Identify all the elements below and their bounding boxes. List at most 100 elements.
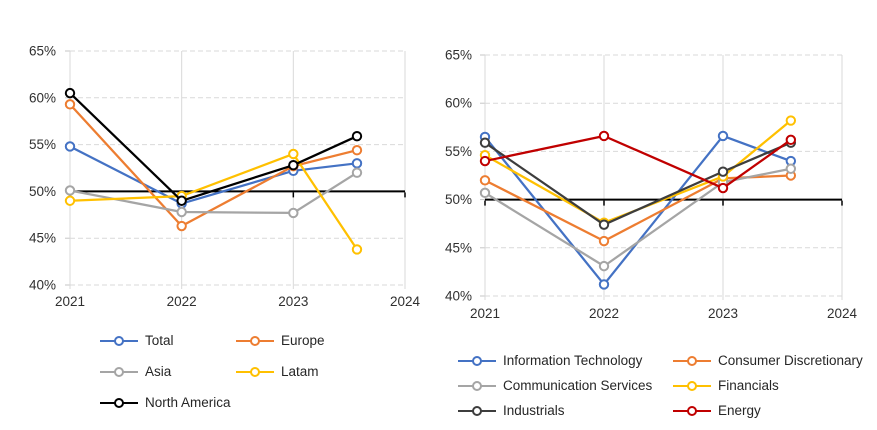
series-line <box>484 174 791 243</box>
legend-item-consumer-discretionary: Consumer Discretionary <box>673 353 863 368</box>
y-tick-label: 55% <box>445 144 472 159</box>
series-line <box>484 134 792 190</box>
chart-by-sector: 65% 60% 55% 50% 45% 40% 2021 2022 2023 2024 <box>445 48 858 322</box>
legend-item-latam: Latam <box>236 364 325 379</box>
data-point-marker <box>64 141 76 152</box>
y-tick-label: 45% <box>29 231 56 246</box>
data-point-marker <box>351 244 363 255</box>
legend-line-marker-icon <box>100 397 138 409</box>
data-point-marker <box>176 195 187 206</box>
x-tick-label: 2023 <box>278 294 308 309</box>
legend-item-industrials: Industrials <box>458 403 673 418</box>
data-point-marker <box>785 163 797 174</box>
legend-line-marker-icon <box>100 335 138 347</box>
data-point-marker <box>288 207 299 219</box>
data-point-marker <box>598 219 610 230</box>
legend-item-information-technology: Information Technology <box>458 353 673 368</box>
chart-by-region: 65% 60% 55% 50% 45% 40%2021 2022 2023 2024 <box>29 44 421 310</box>
data-point-marker <box>479 187 491 199</box>
data-point-marker <box>717 166 729 177</box>
data-point-marker <box>717 182 729 194</box>
legend-item-europe: Europe <box>236 333 325 348</box>
y-tick-label: 50% <box>29 184 56 199</box>
legend-item-total: Total <box>100 333 236 348</box>
series-line <box>69 152 358 251</box>
legend-label: Industrials <box>503 403 565 418</box>
legend-line-marker-icon <box>673 405 711 417</box>
series-line <box>69 145 358 205</box>
data-point-marker <box>598 130 610 142</box>
legend-label: Asia <box>145 364 172 379</box>
x-tick-label: 2021 <box>55 294 85 309</box>
legend-line-marker-icon <box>236 366 274 378</box>
legend-label: Consumer Discretionary <box>718 353 863 368</box>
data-point-marker <box>351 167 363 178</box>
y-tick-label: 55% <box>29 137 56 152</box>
legend-label: Total <box>145 333 174 348</box>
data-point-marker <box>64 185 76 196</box>
data-point-marker <box>288 148 299 160</box>
legend-line-marker-icon <box>100 366 138 378</box>
legend-line-marker-icon <box>458 405 496 417</box>
data-point-marker <box>598 235 610 247</box>
legend-label: Communication Services <box>503 378 653 393</box>
x-tick-label: 2023 <box>708 306 738 321</box>
data-point-marker <box>288 159 299 171</box>
x-tick-label: 2021 <box>470 306 500 321</box>
series-line <box>69 92 358 202</box>
legend-item-north-america: North America <box>100 395 236 410</box>
legend-label: Latam <box>281 364 319 379</box>
legend-label: Europe <box>281 333 325 348</box>
series-north-america <box>64 87 363 206</box>
data-point-marker <box>64 99 76 110</box>
y-tick-label: 40% <box>29 278 56 293</box>
data-point-marker <box>479 137 491 148</box>
legend-regions: Total Europe Asia Latam North America <box>100 333 325 410</box>
legend-line-marker-icon <box>673 380 711 392</box>
data-point-marker <box>351 158 363 169</box>
data-point-marker <box>351 145 363 156</box>
legend-item-energy: Energy <box>673 403 863 418</box>
series-asia <box>64 167 363 219</box>
data-point-marker <box>64 87 76 99</box>
y-tick-label: 65% <box>445 48 472 63</box>
series-line <box>69 171 358 215</box>
legend-label: Information Technology <box>503 353 643 368</box>
data-point-marker <box>785 134 797 146</box>
y-tick-label: 60% <box>445 96 472 111</box>
data-point-marker <box>351 130 363 142</box>
legend-label: Financials <box>718 378 779 393</box>
legend-item-communication-services: Communication Services <box>458 378 673 393</box>
data-point-marker <box>717 130 729 142</box>
x-tick-label: 2024 <box>390 294 421 309</box>
series-energy <box>479 130 797 194</box>
data-point-marker <box>176 206 187 218</box>
y-tick-label: 65% <box>29 44 56 59</box>
y-tick-label: 50% <box>445 192 472 207</box>
series-industrials <box>479 137 797 230</box>
series-line <box>69 103 358 228</box>
x-tick-label: 2024 <box>827 306 858 321</box>
legend-line-marker-icon <box>458 355 496 367</box>
data-point-marker <box>479 155 491 167</box>
x-tick-label: 2022 <box>167 294 197 309</box>
legend-label: North America <box>145 395 231 410</box>
series-line <box>484 141 792 226</box>
series-line <box>484 167 792 268</box>
data-point-marker <box>64 195 76 206</box>
data-point-marker <box>479 175 491 186</box>
legend-line-marker-icon <box>236 335 274 347</box>
legend-line-marker-icon <box>458 380 496 392</box>
x-tick-label: 2022 <box>589 306 619 321</box>
series-consumer-discretionary <box>479 170 797 247</box>
y-tick-label: 40% <box>445 289 472 304</box>
legend-item-financials: Financials <box>673 378 863 393</box>
legend-line-marker-icon <box>673 355 711 367</box>
y-tick-label: 60% <box>29 90 56 105</box>
series-europe <box>64 99 363 232</box>
series-line <box>484 119 792 224</box>
legend-item-asia: Asia <box>100 364 236 379</box>
data-point-marker <box>785 115 797 126</box>
